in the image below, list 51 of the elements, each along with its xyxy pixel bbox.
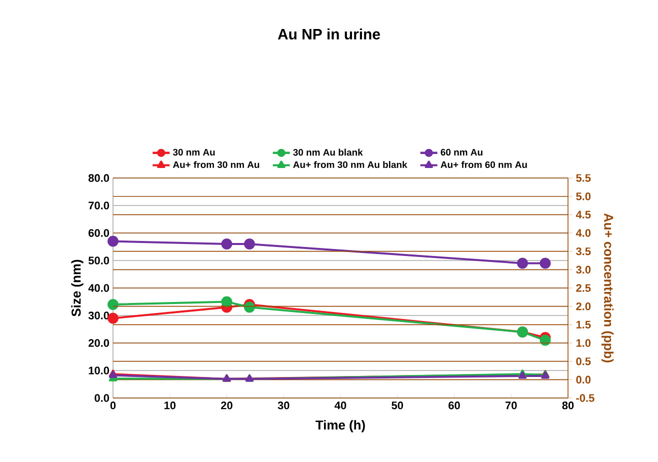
legend-label: Au+ from 30 nm Au blank [293,161,408,168]
x-tick-label: 40 [334,402,346,410]
point [244,302,255,313]
legend-label: Au+ from 60 nm Au [440,161,527,168]
x-tick-label: 80 [562,402,574,410]
point [108,299,118,310]
y2-tick-label: 3.5 [576,247,591,256]
y-tick-label: 70.0 [88,202,110,210]
point [540,334,551,346]
legend-label: 60 nm Au [440,148,482,156]
y2-tick-label: 5.0 [576,192,591,200]
y2-tick-label: 3.0 [576,266,591,274]
x-tick-label: 10 [164,402,176,410]
y-tick-label: 50.0 [88,256,110,264]
x-tick-label: 50 [392,402,404,410]
legend-label: 30 nm Au blank [293,148,363,156]
y2-tick-label: 1.0 [576,339,591,347]
y-tick-label: 30.0 [88,312,110,320]
y-tick-label: 0.0 [94,394,110,402]
x-tick-label: 20 [221,402,232,410]
y2-tick-label: -0.5 [576,394,594,402]
y2-tick-label: 0.0 [576,376,591,384]
y-axis-title: Size (nm) [71,260,84,316]
y-tick-label: 40.0 [88,284,110,292]
y-tick-label: 20.0 [88,339,110,347]
y2-tick-label: 1.5 [576,320,591,328]
x-tick-label: 0 [110,402,116,410]
point [221,238,232,250]
x-tick-label: 60 [448,402,460,410]
point [517,258,528,269]
chart-title: Au NP in urine [278,28,380,40]
y-tick-label: 60.0 [88,229,110,237]
point [221,296,232,308]
legend-label: Au+ from 30 nm Au [172,161,260,168]
point [108,312,118,324]
y2-tick-label: 0.5 [576,357,591,366]
y2-tick-label: 5.5 [576,174,591,182]
x-tick-label: 30 [278,402,290,410]
point [244,238,255,250]
y-tick-label: 80.0 [88,174,110,182]
y2-tick-label: 2.5 [576,284,591,292]
y2-tick-label: 2.0 [576,302,591,310]
y2-tick-label: 4.0 [576,229,591,237]
x-axis-title: Time (h) [316,420,365,432]
point [108,236,118,247]
legend-label: 30 nm Au [172,148,215,156]
y2-tick-label: 4.5 [576,210,591,218]
x-tick-label: 70 [506,402,517,410]
y-tick-label: 10.0 [88,366,110,374]
point [540,258,551,269]
y2-axis-title: Au+ concentration (ppb) [602,213,614,362]
